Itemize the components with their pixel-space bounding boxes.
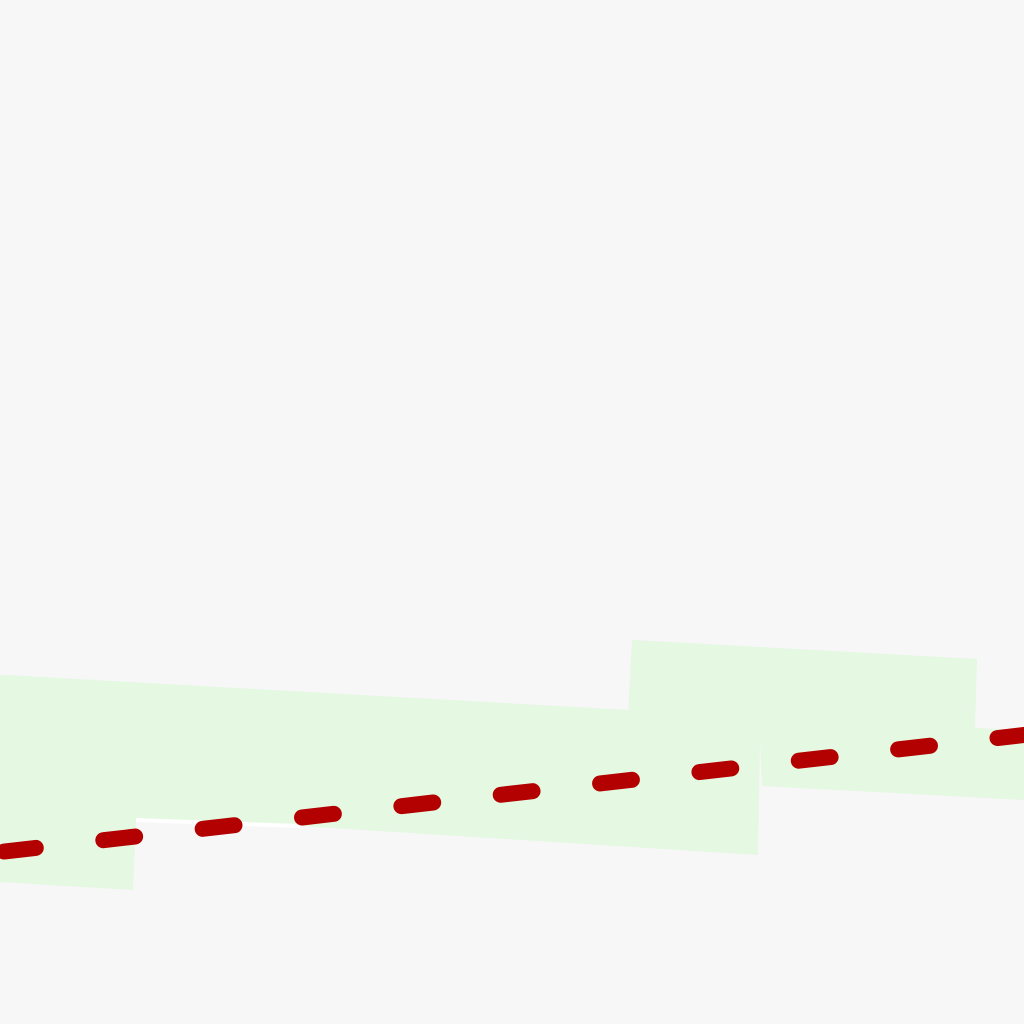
dashed-route-line[interactable] [0, 727, 1024, 860]
green-area-right [627, 640, 1024, 800]
green-area-left [0, 675, 760, 890]
